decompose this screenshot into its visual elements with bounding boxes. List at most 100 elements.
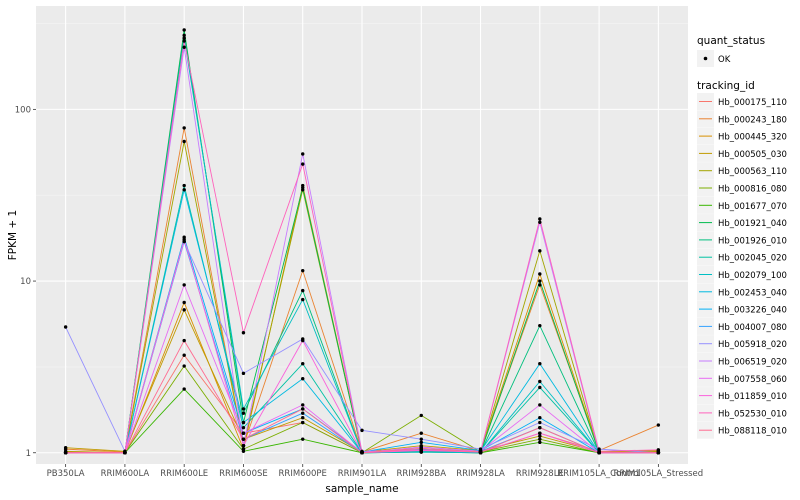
data-point (656, 423, 661, 427)
data-point (241, 443, 246, 448)
legend-label: Hb_000175_110 (718, 98, 787, 108)
data-point (241, 420, 246, 425)
x-tick-label: RRIM105LA_Control (557, 469, 641, 479)
data-point (538, 403, 542, 407)
legend-label: Hb_003226_040 (718, 306, 787, 316)
data-point (241, 449, 246, 453)
data-point (538, 434, 542, 438)
legend-label: Hb_005918_020 (718, 340, 787, 350)
data-point (419, 437, 423, 441)
data-point (360, 428, 364, 433)
data-point (182, 364, 186, 368)
data-point (301, 411, 305, 415)
x-tick-label: RRIM600SE (219, 469, 268, 479)
data-point (63, 451, 68, 455)
legend-label: Hb_002079_100 (718, 271, 787, 281)
data-point (123, 451, 127, 455)
x-tick-label: RRIM600LE (160, 469, 208, 479)
legend-label: Hb_007558_060 (718, 375, 787, 385)
x-tick-label: RRIM901LA (338, 469, 387, 479)
data-point (301, 403, 305, 407)
data-point (182, 387, 186, 391)
data-point (63, 446, 68, 450)
data-points (63, 28, 661, 455)
x-tick-label: RRIM105LA_Stressed (614, 469, 704, 479)
legend-label: Hb_004007_080 (718, 323, 787, 333)
legend-label: Hb_002045_020 (718, 254, 787, 264)
data-point (538, 283, 542, 287)
data-point (301, 288, 305, 293)
x-tick-label: RRIM928BA (397, 469, 447, 479)
data-point (419, 440, 423, 445)
legend-label: Hb_001926_010 (718, 236, 787, 246)
data-point (182, 237, 186, 242)
data-point (538, 279, 542, 283)
data-point (538, 217, 542, 221)
data-point (301, 297, 305, 302)
data-point (63, 325, 68, 329)
data-point (478, 450, 483, 454)
y-axis-title: FPKM + 1 (7, 210, 19, 260)
data-point (419, 413, 423, 418)
data-point (301, 416, 305, 420)
legend-label: Hb_002453_040 (718, 288, 787, 298)
data-point (182, 33, 186, 38)
data-point (538, 385, 542, 390)
x-axis-title: sample_name (325, 483, 398, 495)
legend-color-title: tracking_id (697, 80, 755, 92)
data-point (538, 379, 542, 384)
legend-label: Hb_001677_070 (718, 202, 787, 212)
data-point (301, 152, 305, 156)
data-point (538, 362, 542, 366)
data-point (241, 371, 246, 376)
legend-label: Hb_000445_320 (718, 133, 787, 143)
legend-label: Hb_088118_010 (718, 427, 787, 437)
data-point (538, 323, 542, 328)
data-point (597, 451, 601, 455)
data-point (538, 272, 542, 276)
axes: 1 10 100 PB350LA RRIM600LA RRIM600LE RRIM600SE… (15, 105, 703, 479)
data-point (301, 185, 305, 190)
x-tick-label: RRIM928LE (516, 469, 564, 479)
legend-label: Hb_000816_080 (718, 185, 787, 195)
data-point (538, 437, 542, 441)
data-point (301, 338, 305, 343)
data-point (241, 431, 246, 435)
data-point (419, 431, 423, 435)
x-tick-label: RRIM600PE (279, 469, 327, 479)
data-point (301, 420, 305, 425)
data-point (656, 451, 661, 455)
data-point (538, 416, 542, 420)
data-point (182, 36, 186, 40)
data-point (538, 425, 542, 430)
legend: quant_status tracking_id OK Hb_000175_110… (697, 35, 787, 439)
data-point (182, 28, 186, 32)
data-point (301, 437, 305, 441)
data-point (538, 220, 542, 224)
legend-label: Hb_011859_010 (718, 392, 787, 402)
y-tick-label: 100 (15, 105, 31, 115)
data-point (241, 437, 246, 441)
data-point (538, 249, 542, 253)
data-point (182, 308, 186, 312)
legend-label: Hb_000505_030 (718, 150, 787, 160)
data-point (182, 188, 186, 192)
data-point (241, 411, 246, 415)
legend-point-glyph (703, 56, 708, 61)
data-point (182, 338, 186, 343)
data-point (301, 407, 305, 411)
data-point (301, 376, 305, 381)
legend-label: Hb_006519_020 (718, 358, 787, 368)
data-point (182, 283, 186, 287)
data-point (360, 451, 364, 455)
data-point (656, 448, 661, 452)
plot-panel (36, 6, 688, 464)
data-point (301, 268, 305, 273)
data-point (182, 39, 186, 43)
legend-shape-title: quant_status (697, 35, 765, 47)
legend-label: Hb_000563_110 (718, 167, 787, 177)
data-point (182, 45, 186, 49)
data-point (182, 183, 186, 188)
y-tick-label: 1 (26, 449, 31, 459)
